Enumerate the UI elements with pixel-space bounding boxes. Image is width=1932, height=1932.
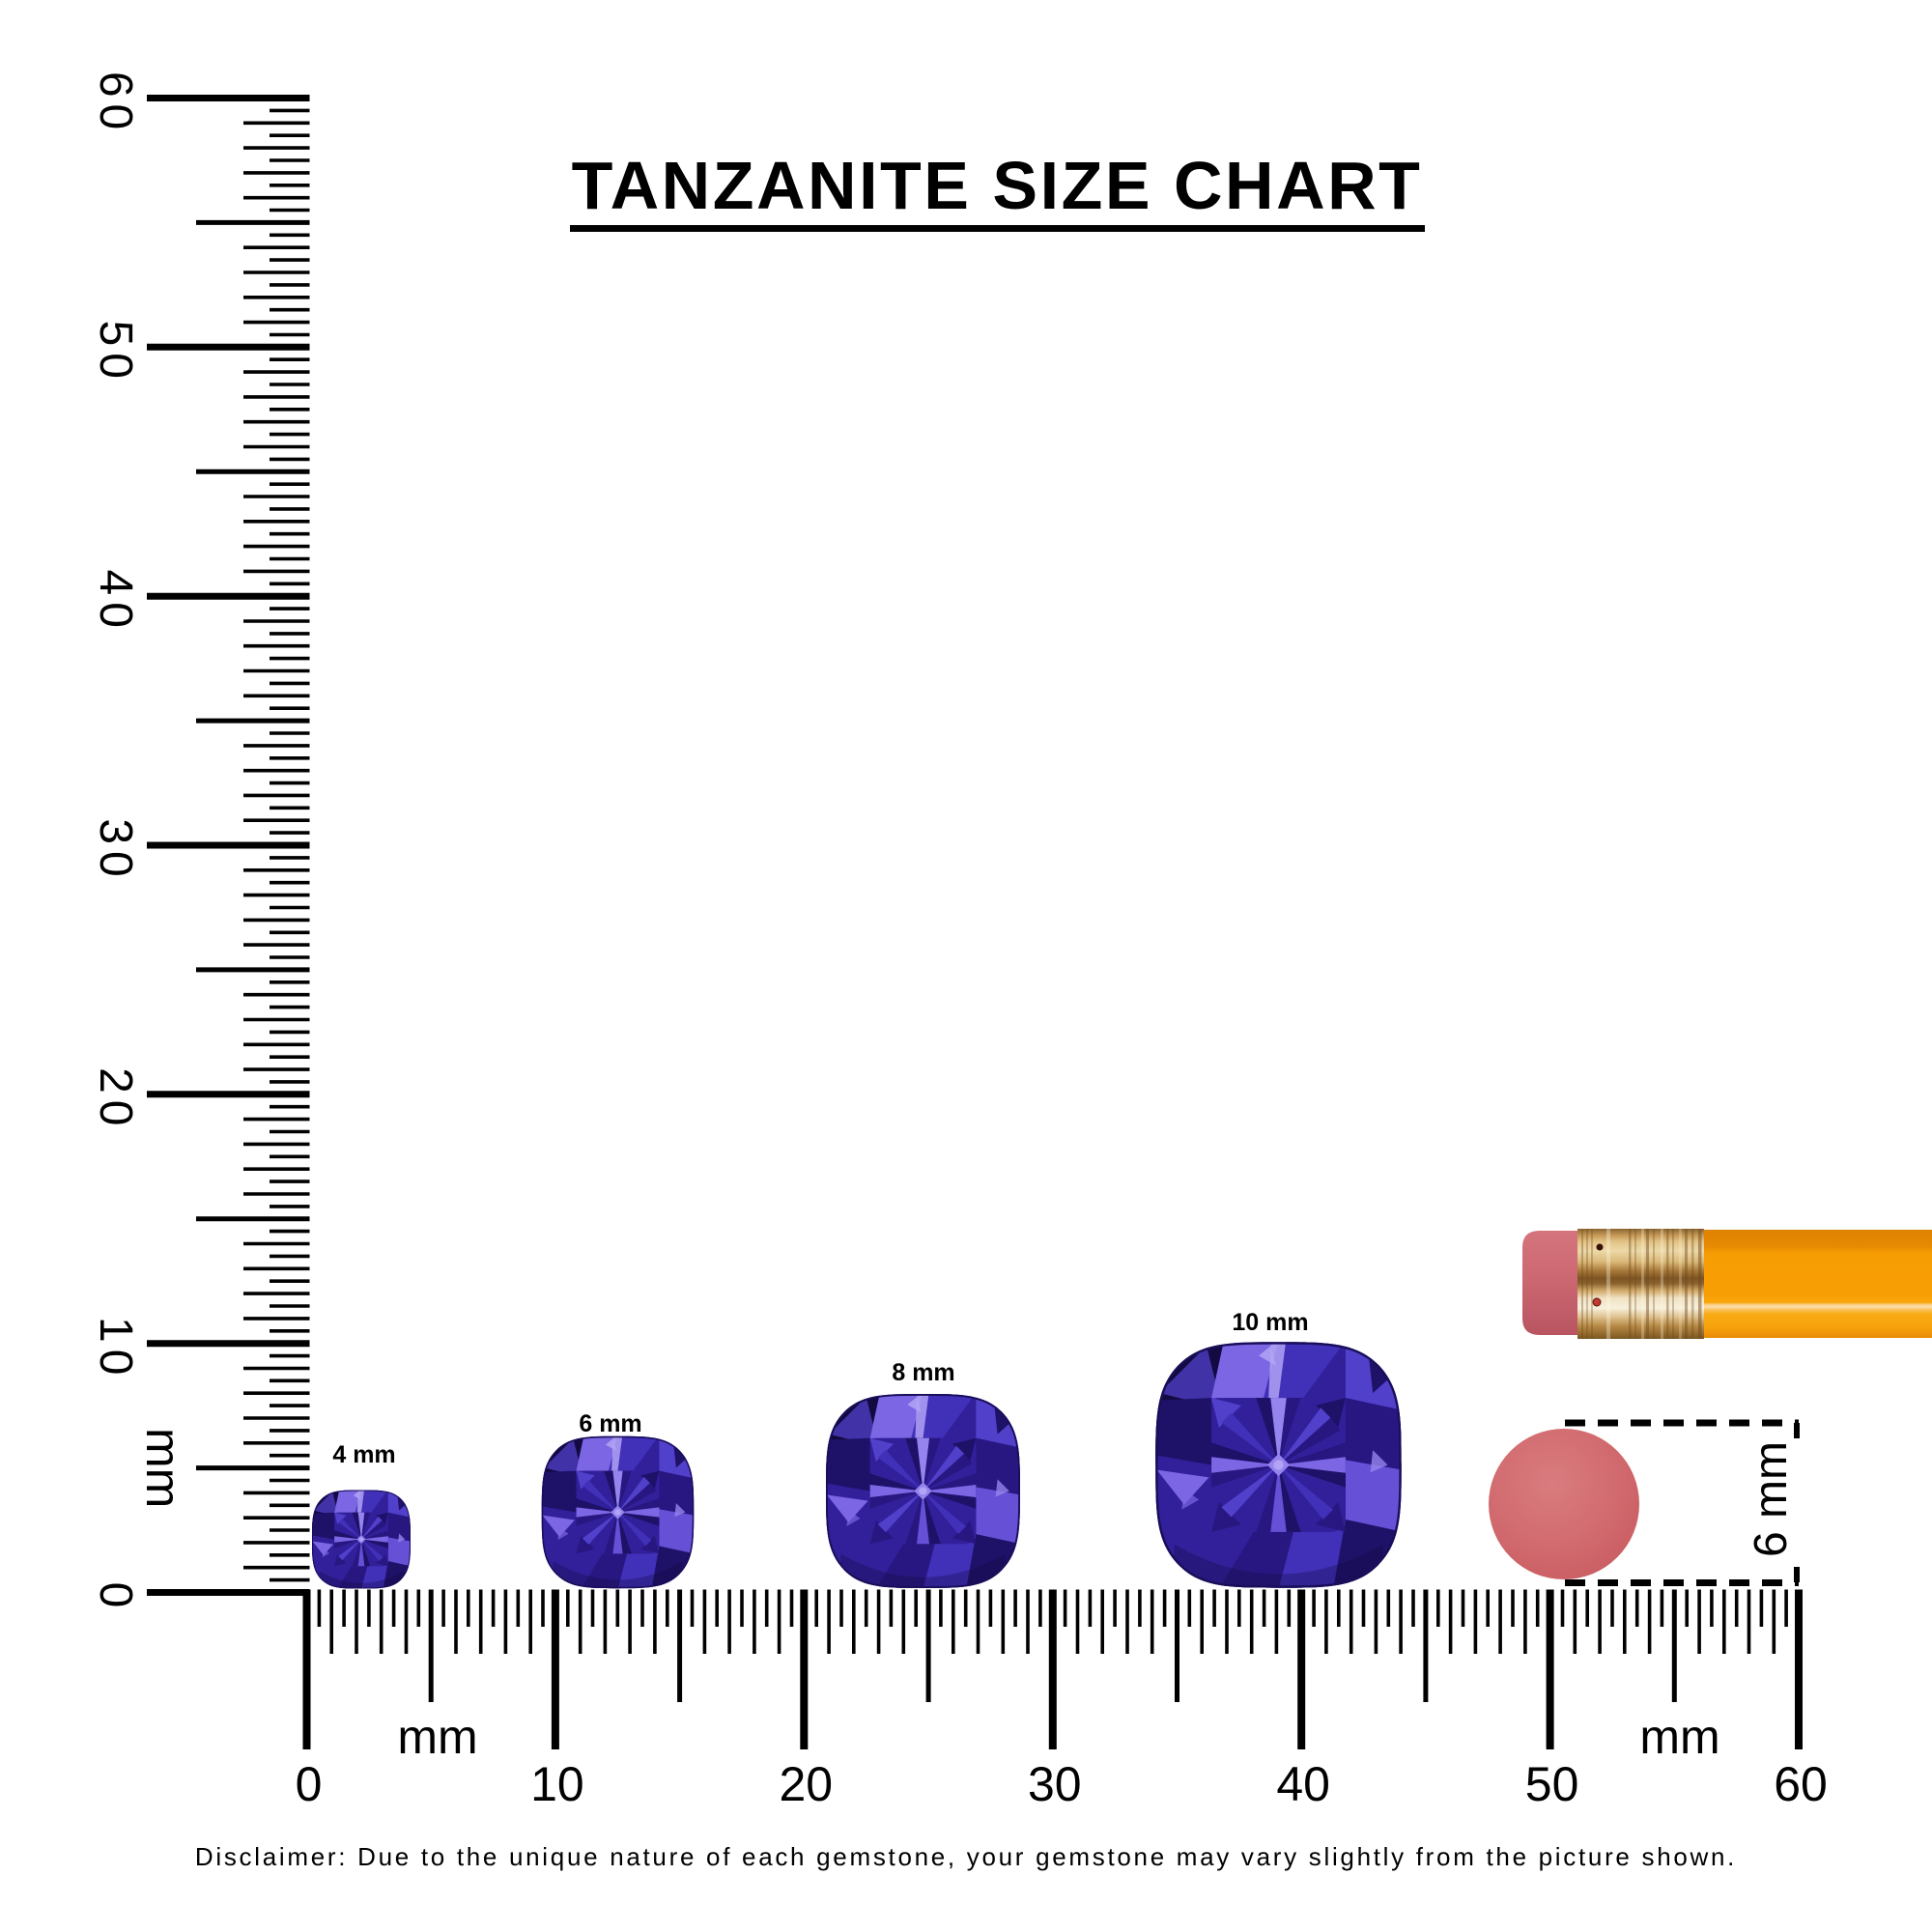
svg-text:TANZANITE SIZE CHART: TANZANITE SIZE CHART bbox=[572, 148, 1423, 223]
svg-text:10: 10 bbox=[90, 1317, 141, 1381]
svg-text:20: 20 bbox=[779, 1757, 833, 1811]
svg-text:30: 30 bbox=[1028, 1757, 1082, 1811]
svg-text:60: 60 bbox=[90, 71, 141, 136]
svg-text:mm: mm bbox=[1639, 1710, 1719, 1764]
svg-text:10: 10 bbox=[530, 1757, 584, 1811]
svg-text:40: 40 bbox=[90, 570, 141, 635]
svg-text:Disclaimer: Due to the unique: Disclaimer: Due to the unique nature of … bbox=[195, 1842, 1737, 1871]
svg-text:6 mm: 6 mm bbox=[579, 1410, 641, 1437]
svg-text:50: 50 bbox=[90, 321, 141, 385]
svg-text:4 mm: 4 mm bbox=[332, 1441, 395, 1468]
svg-text:0: 0 bbox=[296, 1757, 323, 1811]
svg-text:6 mm: 6 mm bbox=[1746, 1441, 1797, 1557]
svg-text:60: 60 bbox=[1774, 1757, 1828, 1811]
svg-text:0: 0 bbox=[90, 1582, 141, 1615]
svg-text:30: 30 bbox=[90, 818, 141, 883]
svg-text:mm: mm bbox=[397, 1710, 477, 1764]
svg-text:8 mm: 8 mm bbox=[892, 1359, 954, 1386]
svg-text:10 mm: 10 mm bbox=[1232, 1309, 1308, 1336]
svg-text:40: 40 bbox=[1276, 1757, 1330, 1811]
svg-text:mm: mm bbox=[136, 1428, 190, 1508]
svg-text:50: 50 bbox=[1525, 1757, 1579, 1811]
svg-text:20: 20 bbox=[90, 1067, 141, 1132]
